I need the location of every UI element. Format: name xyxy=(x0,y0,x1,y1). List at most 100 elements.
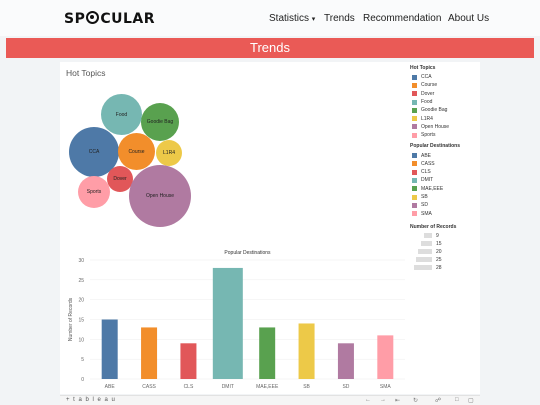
bubble-course[interactable]: Course xyxy=(118,133,155,170)
bar-cass[interactable] xyxy=(141,327,158,379)
legend-label: 9 xyxy=(436,232,439,239)
legend-item-hot-topic[interactable]: Open House xyxy=(410,123,480,131)
legend-label: DMIT xyxy=(421,177,434,184)
y-tick-label: 20 xyxy=(78,298,84,304)
legend-item-hot-topic[interactable]: Goodie Bag xyxy=(410,106,480,114)
undo-icon[interactable]: ← xyxy=(365,397,371,403)
legend-swatch xyxy=(412,107,417,113)
legend-item-destination[interactable]: ABE xyxy=(410,151,480,159)
legend-label: 15 xyxy=(436,240,442,247)
legend-label: ABE xyxy=(421,152,432,159)
revert-icon[interactable]: ⇤ xyxy=(395,398,401,404)
bar-dmit[interactable] xyxy=(212,267,243,379)
x-tick-label: SB xyxy=(303,384,310,390)
bar-sma[interactable] xyxy=(377,335,394,379)
bubble-label: Goodie Bag xyxy=(146,119,174,125)
refresh-icon[interactable]: ↻ xyxy=(413,398,419,404)
legend-item-records: 28 xyxy=(410,264,480,272)
fullscreen-icon[interactable]: ▢ xyxy=(468,398,474,404)
legend-item-destination[interactable]: CLS xyxy=(410,168,480,176)
bubble-l1r4[interactable]: L1R4 xyxy=(156,140,182,166)
legend-item-hot-topic[interactable]: Sports xyxy=(410,131,480,139)
legend-item-records: 15 xyxy=(410,240,480,248)
y-tick-label: 0 xyxy=(81,377,84,383)
bubble-label: CCA xyxy=(88,149,100,155)
legend-label: CCA xyxy=(421,74,432,81)
nav-statistics-label: Statistics xyxy=(269,13,310,24)
bar-abe[interactable] xyxy=(101,319,118,380)
y-axis-label: Number of Records xyxy=(68,297,74,341)
legend-item-destination[interactable]: MAE,EEE xyxy=(410,185,480,193)
bubble-dover[interactable]: Dover xyxy=(107,166,133,192)
nav-trends[interactable]: Trends xyxy=(324,13,355,24)
bar-mae-eee[interactable] xyxy=(259,327,276,379)
bubble-open-house[interactable]: Open House xyxy=(129,165,191,227)
legend-destinations-title: Popular Destinations xyxy=(410,143,461,150)
legend-swatch xyxy=(412,177,417,183)
x-tick-label: CLS xyxy=(184,384,194,390)
legend-label: CASS xyxy=(421,160,435,167)
nav-statistics[interactable]: Statistics ▾ xyxy=(269,13,315,24)
legend-swatch xyxy=(412,91,417,97)
y-tick-label: 25 xyxy=(78,278,84,284)
bubble-food[interactable]: Food xyxy=(101,94,142,135)
bar-sb[interactable] xyxy=(298,323,315,379)
legend-item-hot-topic[interactable]: CCA xyxy=(410,73,480,81)
legend-item-hot-topic[interactable]: Course xyxy=(410,81,480,89)
legend-swatch xyxy=(412,153,417,159)
x-tick-label: DMIT xyxy=(222,384,234,390)
legend-label: CLS xyxy=(421,169,431,176)
legend-item-destination[interactable]: SB xyxy=(410,193,480,201)
legend-label: SB xyxy=(421,194,428,200)
site-logo[interactable]: SP CULAR xyxy=(64,11,155,27)
bubble-label: Open House xyxy=(145,193,175,199)
legend-item-hot-topic[interactable]: Food xyxy=(410,98,480,106)
legend-item-hot-topic[interactable]: Dover xyxy=(410,90,480,98)
legend-item-destination[interactable]: CASS xyxy=(410,160,480,168)
popular-destinations-chart: Popular Destinations Number of Records 0 5 1… xyxy=(68,250,405,390)
legend-panel: Hot Topics CCA Course Dover Food Goodie Bag L… xyxy=(410,62,480,272)
legend-swatch xyxy=(412,99,417,105)
bubble-label: L1R4 xyxy=(163,150,175,156)
legend-item-destination[interactable]: SMA xyxy=(410,209,480,217)
share-icon[interactable]: ☍ xyxy=(435,398,442,404)
legend-records-title: Number of Records xyxy=(410,223,457,230)
size-swatch xyxy=(414,265,432,271)
bubble-goodie-bag[interactable]: Goodie Bag xyxy=(141,103,179,141)
download-icon[interactable]: □ xyxy=(455,397,459,403)
legend-swatch xyxy=(412,186,417,192)
nav-recommendation[interactable]: Recommendation xyxy=(363,13,442,24)
size-swatch xyxy=(418,249,432,255)
nav-about-us[interactable]: About Us xyxy=(448,13,490,24)
legend-label: Course xyxy=(421,82,438,89)
legend-swatch xyxy=(412,169,417,175)
bubble-sports[interactable]: Sports xyxy=(78,176,110,208)
legend-label: Goodie Bag xyxy=(421,107,448,114)
legend-swatch xyxy=(412,124,417,130)
bubble-label: Dover xyxy=(113,176,127,182)
top-navbar: SP CULAR Statistics ▾ Trends Recommendati… xyxy=(0,0,540,36)
x-tick-label: ABE xyxy=(105,384,116,390)
legend-label: SD xyxy=(421,202,428,209)
legend-swatch xyxy=(412,202,417,208)
x-tick-label: SMA xyxy=(380,384,392,390)
bar-sd[interactable] xyxy=(337,343,354,379)
legend-label: L1R4 xyxy=(421,115,433,122)
legend-label: SMA xyxy=(421,210,432,217)
legend-swatch xyxy=(412,161,417,167)
legend-swatch xyxy=(412,132,417,138)
legend-item-hot-topic[interactable]: L1R4 xyxy=(410,114,480,122)
redo-icon[interactable]: → xyxy=(380,397,386,403)
legend-label: Open House xyxy=(421,123,450,130)
x-tick-label: SD xyxy=(342,384,349,390)
legend-swatch xyxy=(412,82,417,88)
y-tick-label: 15 xyxy=(78,318,84,324)
legend-item-destination[interactable]: SD xyxy=(410,201,480,209)
chevron-down-icon: ▾ xyxy=(311,16,316,23)
legend-label: Sports xyxy=(421,132,436,139)
legend-label: MAE,EEE xyxy=(421,185,444,192)
tableau-toolbar: + t a b l e a u ← → ⇤ ↻ ☍ □ ▢ xyxy=(60,395,480,405)
bubble-label: Sports xyxy=(86,189,102,195)
legend-item-destination[interactable]: DMIT xyxy=(410,176,480,184)
bar-cls[interactable] xyxy=(180,343,197,379)
